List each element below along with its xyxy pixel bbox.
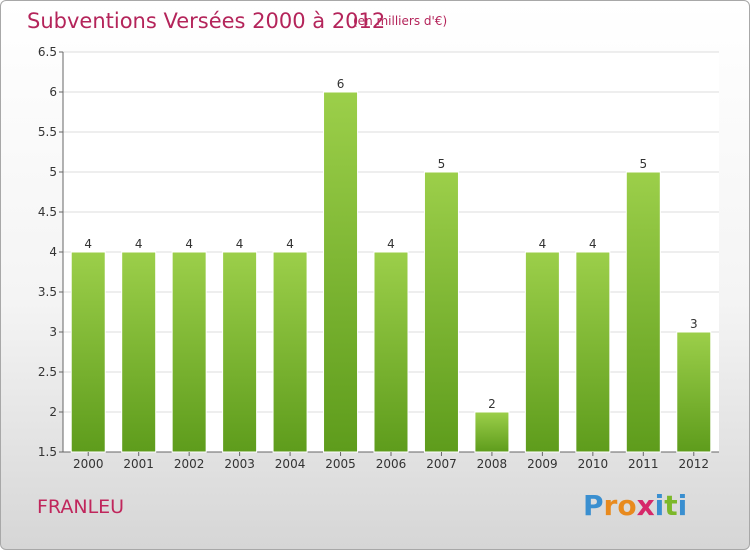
brand-letter: t xyxy=(664,489,678,522)
bar xyxy=(272,251,308,453)
y-tick-label: 1.5 xyxy=(38,445,57,459)
x-tick-label: 2010 xyxy=(578,457,609,471)
x-tick-label: 2006 xyxy=(376,457,407,471)
bar xyxy=(373,251,409,453)
location-name: FRANLEU xyxy=(37,496,125,518)
brand-logo: Proxiti xyxy=(583,489,687,522)
y-tick-label: 4 xyxy=(49,245,57,259)
x-tick-label: 2000 xyxy=(73,457,104,471)
x-tick-label: 2001 xyxy=(123,457,154,471)
y-tick-label: 2.5 xyxy=(38,365,57,379)
bar xyxy=(323,91,359,453)
x-tick-label: 2004 xyxy=(275,457,306,471)
x-tick-label: 2008 xyxy=(477,457,508,471)
x-tick-label: 2011 xyxy=(628,457,659,471)
x-tick-label: 2009 xyxy=(527,457,558,471)
brand-letter: i xyxy=(677,489,688,522)
bar-value-label: 4 xyxy=(589,237,597,251)
x-tick-label: 2003 xyxy=(224,457,255,471)
bar xyxy=(423,171,459,453)
bar-value-label: 2 xyxy=(488,397,496,411)
y-tick-label: 5.5 xyxy=(38,125,57,139)
bar xyxy=(676,331,712,453)
bar xyxy=(524,251,560,453)
brand-letter: x xyxy=(636,489,655,522)
bar-value-label: 4 xyxy=(135,237,143,251)
bar-value-label: 4 xyxy=(236,237,244,251)
bar-value-label: 6 xyxy=(337,77,345,91)
y-tick-label: 3.5 xyxy=(38,285,57,299)
y-tick-label: 6 xyxy=(49,85,57,99)
chart-subtitle: (en milliers d'€) xyxy=(353,14,448,28)
chart-title: Subventions Versées 2000 à 2012 xyxy=(27,9,386,33)
brand-letter: o xyxy=(617,489,637,522)
bar xyxy=(70,251,106,453)
bar-value-label: 4 xyxy=(185,237,193,251)
x-tick-label: 2007 xyxy=(426,457,457,471)
y-tick-label: 6.5 xyxy=(38,45,57,59)
bar-value-label: 5 xyxy=(438,157,446,171)
y-tick-label: 2 xyxy=(49,405,57,419)
x-tick-label: 2002 xyxy=(174,457,205,471)
y-tick-label: 3 xyxy=(49,325,57,339)
y-tick-label: 4.5 xyxy=(38,205,57,219)
bar-value-label: 4 xyxy=(286,237,294,251)
bar xyxy=(171,251,207,453)
brand-letter: P xyxy=(583,489,604,522)
brand-letter: r xyxy=(603,489,618,522)
bar xyxy=(625,171,661,453)
bar-value-label: 3 xyxy=(690,317,698,331)
bar-value-label: 4 xyxy=(539,237,547,251)
bar xyxy=(575,251,611,453)
x-tick-label: 2005 xyxy=(325,457,356,471)
bar-value-label: 5 xyxy=(639,157,647,171)
bar-value-label: 4 xyxy=(387,237,395,251)
brand-letter: i xyxy=(654,489,665,522)
x-tick-label: 2012 xyxy=(678,457,709,471)
bar-value-label: 4 xyxy=(84,237,92,251)
y-tick-label: 5 xyxy=(49,165,57,179)
bar xyxy=(474,411,510,453)
bar xyxy=(121,251,157,453)
bar xyxy=(222,251,258,453)
